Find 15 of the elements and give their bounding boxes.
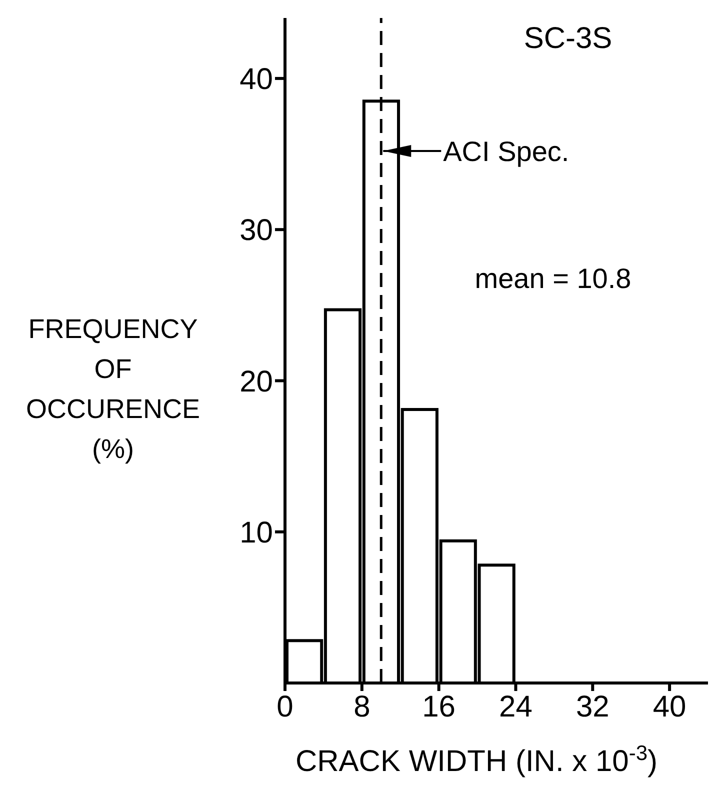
chart-title: SC-3S <box>524 22 612 55</box>
x-tick-label: 8 <box>354 690 370 724</box>
x-tick-label: 40 <box>652 690 686 724</box>
y-axis-title: FREQUENCY OF OCCURENCE (%) <box>26 314 200 464</box>
y-tick-label: 40 <box>240 63 273 96</box>
y-tick-label: 20 <box>240 365 273 398</box>
annotation: mean = 10.8 <box>474 263 632 294</box>
x-tick-label: 0 <box>276 690 294 724</box>
y-tick-label: 10 <box>240 516 273 550</box>
x-tick-label: 16 <box>422 690 456 724</box>
y-tick-label: 30 <box>240 214 273 248</box>
x-axis-title: CRACK WIDTH (IN. x 10$^{-3}$) <box>295 742 658 778</box>
x-tick-label: 24 <box>499 690 532 724</box>
x-tick-label: 32 <box>576 690 610 724</box>
ref-line-label: ACI Spec. <box>443 136 570 167</box>
